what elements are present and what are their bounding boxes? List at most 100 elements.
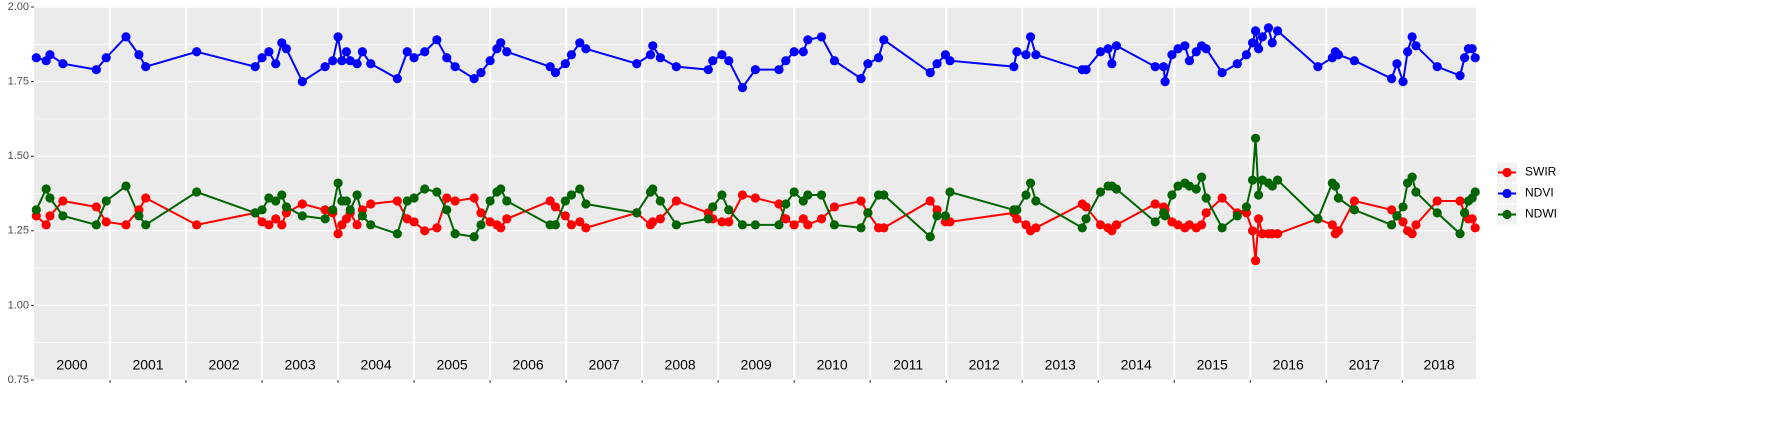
point <box>581 44 591 54</box>
point <box>1184 56 1195 66</box>
point <box>803 35 813 45</box>
point <box>333 32 343 42</box>
point <box>1025 32 1036 42</box>
point <box>45 193 55 203</box>
point <box>45 50 55 60</box>
point <box>829 202 840 212</box>
point <box>945 56 955 66</box>
point <box>101 196 111 206</box>
point <box>566 220 577 230</box>
point <box>485 196 495 206</box>
point <box>1273 175 1283 185</box>
point <box>502 47 512 57</box>
point <box>566 50 577 60</box>
point <box>91 202 101 212</box>
point <box>192 220 202 230</box>
point <box>1031 223 1041 233</box>
point <box>1253 44 1264 54</box>
point <box>409 193 419 203</box>
point <box>724 205 734 215</box>
point <box>1247 38 1258 48</box>
year-label: 2003 <box>284 357 315 373</box>
point <box>1180 41 1190 51</box>
point <box>1021 50 1031 60</box>
point <box>816 190 827 200</box>
point <box>1217 68 1227 78</box>
point <box>450 229 460 239</box>
point <box>1257 32 1267 42</box>
legend-point <box>1502 188 1512 199</box>
point <box>134 50 144 60</box>
point <box>366 59 376 69</box>
point <box>545 62 555 72</box>
point <box>829 56 840 66</box>
point <box>1432 196 1442 206</box>
year-label: 2016 <box>1273 357 1304 373</box>
point <box>750 220 760 230</box>
point <box>1191 184 1201 194</box>
point <box>1201 193 1211 203</box>
point <box>1392 59 1402 69</box>
point <box>271 59 281 69</box>
point <box>1253 214 1264 224</box>
point <box>816 214 827 224</box>
point <box>1407 32 1417 42</box>
point <box>1267 38 1277 48</box>
point <box>703 214 713 224</box>
point <box>1081 214 1091 224</box>
y-tick-label: 0.75 <box>8 374 29 386</box>
point <box>1411 187 1421 197</box>
point <box>1201 44 1211 54</box>
point <box>737 190 748 200</box>
point <box>1160 77 1170 87</box>
point <box>476 220 486 230</box>
y-tick-label: 1.50 <box>8 150 29 162</box>
legend-label: SWIR <box>1525 165 1557 179</box>
point <box>1407 172 1417 182</box>
point <box>1247 175 1258 185</box>
point <box>366 199 376 209</box>
point <box>1455 229 1465 239</box>
point <box>281 44 291 54</box>
point <box>450 62 460 72</box>
point <box>781 56 791 66</box>
point <box>271 196 281 206</box>
point <box>297 211 307 221</box>
point <box>121 220 131 230</box>
y-tick-label: 2.00 <box>8 1 29 13</box>
point <box>442 53 452 63</box>
point <box>392 196 402 206</box>
point <box>1150 199 1160 209</box>
point <box>1150 217 1160 227</box>
point <box>774 199 784 209</box>
y-tick-label: 1.00 <box>8 299 29 311</box>
point <box>560 59 570 69</box>
point <box>655 196 665 206</box>
point <box>1217 223 1227 233</box>
point <box>581 223 591 233</box>
point <box>1402 47 1413 57</box>
point <box>1103 44 1113 54</box>
point <box>1250 26 1261 36</box>
point <box>420 226 430 236</box>
point <box>1241 50 1252 60</box>
point <box>1467 44 1477 54</box>
point <box>1459 208 1470 218</box>
point <box>873 53 884 63</box>
year-label: 2008 <box>665 357 696 373</box>
point <box>545 196 555 206</box>
point <box>366 220 376 230</box>
point <box>141 220 151 230</box>
point <box>671 62 681 72</box>
year-label: 2015 <box>1197 357 1228 373</box>
point <box>829 220 840 230</box>
point <box>337 56 347 66</box>
point <box>781 214 791 224</box>
point <box>101 217 111 227</box>
point <box>277 220 287 230</box>
point <box>863 208 873 218</box>
point <box>645 50 656 60</box>
point <box>925 196 935 206</box>
point <box>1025 178 1036 188</box>
point <box>392 74 402 84</box>
